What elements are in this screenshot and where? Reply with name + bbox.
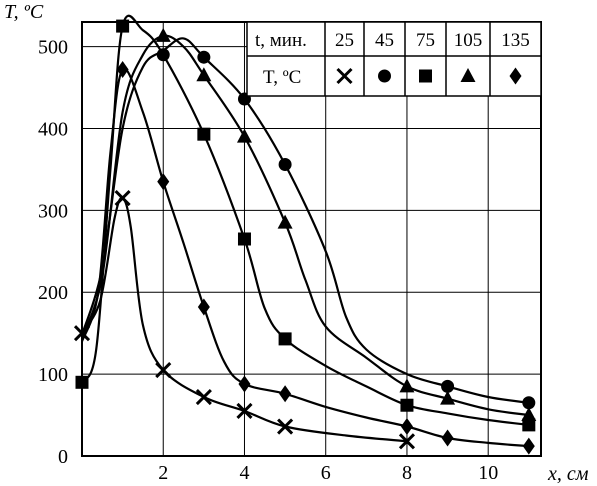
legend-series-label: 75 xyxy=(416,30,435,51)
data-point-135 xyxy=(197,298,210,316)
legend-row-label: T, ºC xyxy=(263,67,301,88)
legend-marker-135 xyxy=(509,67,522,85)
data-point-25 xyxy=(236,402,253,420)
y-axis-label: T, ºC xyxy=(4,1,44,23)
data-point-75 xyxy=(522,418,536,432)
legend-marker-45 xyxy=(378,69,391,83)
legend-series-label: 105 xyxy=(454,30,483,51)
data-point-75 xyxy=(278,332,292,346)
data-point-135 xyxy=(400,418,413,436)
data-point-105 xyxy=(521,407,537,422)
legend-series-label: 45 xyxy=(375,30,394,51)
x-tick-label: 6 xyxy=(321,462,331,484)
data-point-75 xyxy=(116,19,130,33)
legend-marker-25 xyxy=(336,67,353,85)
x-tick-label: 8 xyxy=(402,462,412,484)
data-point-105 xyxy=(399,378,415,393)
y-tick-label: 300 xyxy=(38,200,68,222)
legend-header-label: t, мин. xyxy=(255,30,307,51)
legend-series-label: 135 xyxy=(501,30,530,51)
data-point-45 xyxy=(441,379,455,393)
data-point-135 xyxy=(279,385,292,403)
series-markers xyxy=(73,19,537,455)
y-tick-label: 500 xyxy=(38,37,68,59)
series-line-105 xyxy=(80,34,529,417)
legend-box xyxy=(246,21,542,97)
data-point-25 xyxy=(114,189,131,207)
data-point-75 xyxy=(237,232,251,246)
data-point-135 xyxy=(238,375,251,393)
data-point-45 xyxy=(197,50,211,64)
series-line-45 xyxy=(80,37,529,404)
data-point-25 xyxy=(398,433,416,450)
legend: t, мин. T, ºC 25 45 75 105 135 xyxy=(246,21,542,97)
legend-marker-75 xyxy=(419,69,432,83)
data-point-75 xyxy=(400,398,414,412)
x-tick-label: 10 xyxy=(478,462,498,484)
data-point-135 xyxy=(522,437,535,455)
data-point-135 xyxy=(441,429,454,447)
data-point-75 xyxy=(75,375,89,389)
data-point-105 xyxy=(440,390,456,405)
legend-marker-105 xyxy=(460,68,476,82)
y-tick-label: 100 xyxy=(38,364,68,386)
data-point-135 xyxy=(157,173,170,191)
data-point-105 xyxy=(155,27,171,42)
x-tick-label: 2 xyxy=(158,462,168,484)
legend-series-label: 25 xyxy=(335,30,354,51)
legend-cells: 25 45 75 105 135 xyxy=(335,30,530,85)
data-point-105 xyxy=(277,214,293,229)
y-tick-label: 0 xyxy=(58,446,68,468)
data-point-105 xyxy=(236,128,252,143)
data-point-135 xyxy=(116,60,129,78)
y-tick-label: 400 xyxy=(38,118,68,140)
data-point-105 xyxy=(196,67,212,82)
data-point-45 xyxy=(278,157,292,171)
data-point-45 xyxy=(156,48,170,62)
data-point-25 xyxy=(73,325,91,342)
data-point-25 xyxy=(195,388,212,406)
data-point-25 xyxy=(277,418,294,435)
data-point-75 xyxy=(197,127,211,141)
y-tick-label: 200 xyxy=(38,282,68,304)
data-point-25 xyxy=(155,361,172,379)
x-axis-label: x, см xyxy=(547,463,589,485)
x-tick-label: 4 xyxy=(239,462,249,484)
data-point-45 xyxy=(522,396,536,410)
